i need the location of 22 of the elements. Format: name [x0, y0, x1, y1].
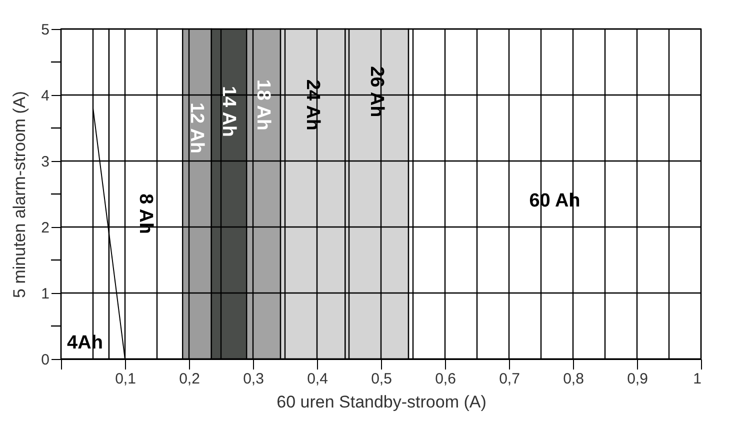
- x-tick-label: 0,7: [499, 370, 520, 388]
- x-tick-label: 0,3: [243, 370, 264, 388]
- x-tick-label: 0,8: [563, 370, 584, 388]
- band-label: 18 Ah: [252, 79, 274, 130]
- x-tick-label: 0,9: [627, 370, 648, 388]
- y-axis-title: 5 minuten alarm-stroom (A): [10, 91, 30, 298]
- x-tick-label: 0,5: [371, 370, 392, 388]
- band-label: 8 Ah: [134, 194, 156, 234]
- x-tick-label: 0,1: [115, 370, 136, 388]
- x-tick-label: 0,4: [307, 370, 328, 388]
- y-tick-label: 1: [41, 286, 50, 302]
- x-tick-label: 0,6: [435, 370, 456, 388]
- x-axis-title: 60 uren Standby-stroom (A): [276, 392, 486, 412]
- x-tick-label: 1: [693, 370, 702, 388]
- y-tick-label: 0: [41, 352, 50, 368]
- y-tick-label: 4: [41, 88, 50, 104]
- y-tick-label: 5: [41, 22, 50, 38]
- x-tick-label: 0,2: [179, 370, 200, 388]
- band-label: 12 Ah: [186, 102, 207, 154]
- band-label: 14 Ah: [218, 86, 239, 138]
- y-tick-label: 2: [41, 220, 50, 236]
- y-tick-label: 3: [41, 154, 50, 170]
